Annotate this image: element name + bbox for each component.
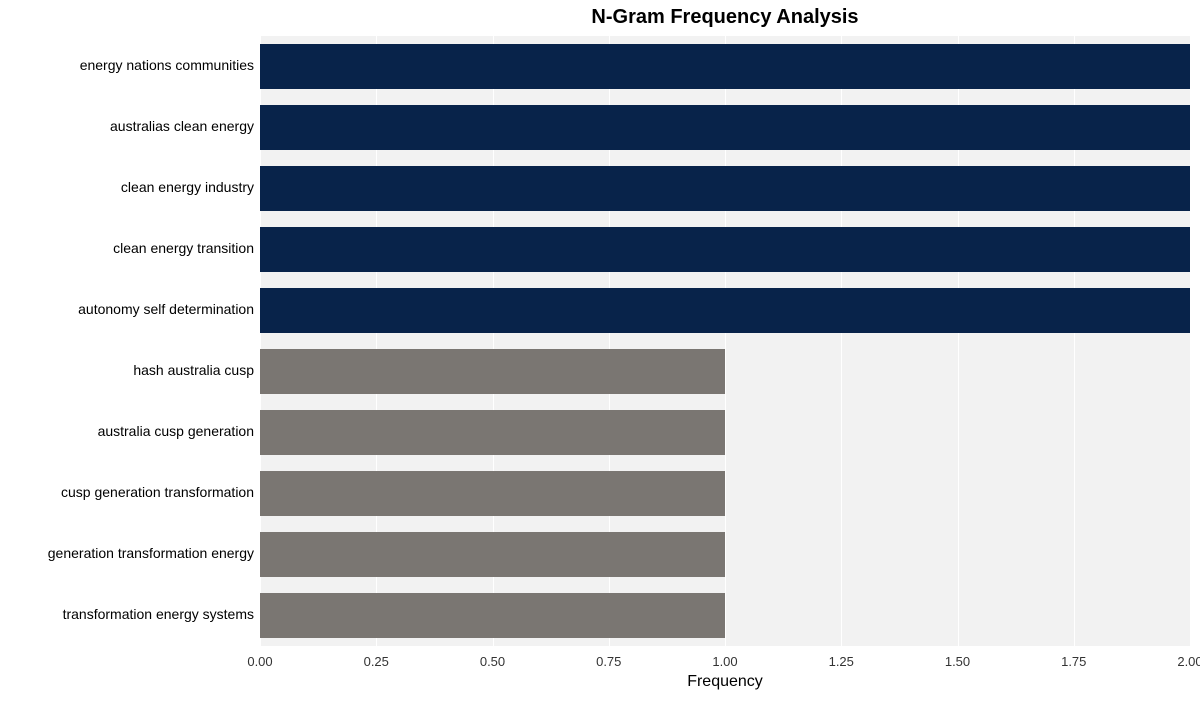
grid-line [1190,36,1191,646]
y-tick-label: energy nations communities [80,57,254,73]
y-tick-label: transformation energy systems [63,606,254,622]
bar [260,349,725,395]
y-tick-label: australia cusp generation [98,423,254,439]
bar [260,471,725,517]
bar [260,105,1190,151]
bar [260,44,1190,90]
y-tick-label: australias clean energy [110,118,254,134]
y-tick-label: generation transformation energy [48,545,254,561]
bar [260,166,1190,212]
y-tick-label: clean energy industry [121,179,254,195]
bar [260,410,725,456]
x-axis-label: Frequency [0,673,1200,691]
plot-area [260,36,1190,646]
x-tick-label: 0.25 [364,654,389,669]
x-tick-label: 2.00 [1177,654,1200,669]
y-tick-label: clean energy transition [113,240,254,256]
x-tick-label: 1.75 [1061,654,1086,669]
x-tick-label: 1.50 [945,654,970,669]
x-tick-label: 0.75 [596,654,621,669]
x-tick-label: 0.00 [247,654,272,669]
ngram-frequency-chart: N-Gram Frequency Analysis Frequency 0.00… [0,0,1200,701]
x-tick-label: 1.25 [829,654,854,669]
bar [260,593,725,639]
y-tick-label: autonomy self determination [78,301,254,317]
bar [260,227,1190,273]
y-tick-label: hash australia cusp [133,362,254,378]
x-tick-label: 0.50 [480,654,505,669]
y-tick-label: cusp generation transformation [61,484,254,500]
chart-title: N-Gram Frequency Analysis [0,6,1200,29]
bar [260,532,725,578]
x-tick-label: 1.00 [712,654,737,669]
bar [260,288,1190,334]
